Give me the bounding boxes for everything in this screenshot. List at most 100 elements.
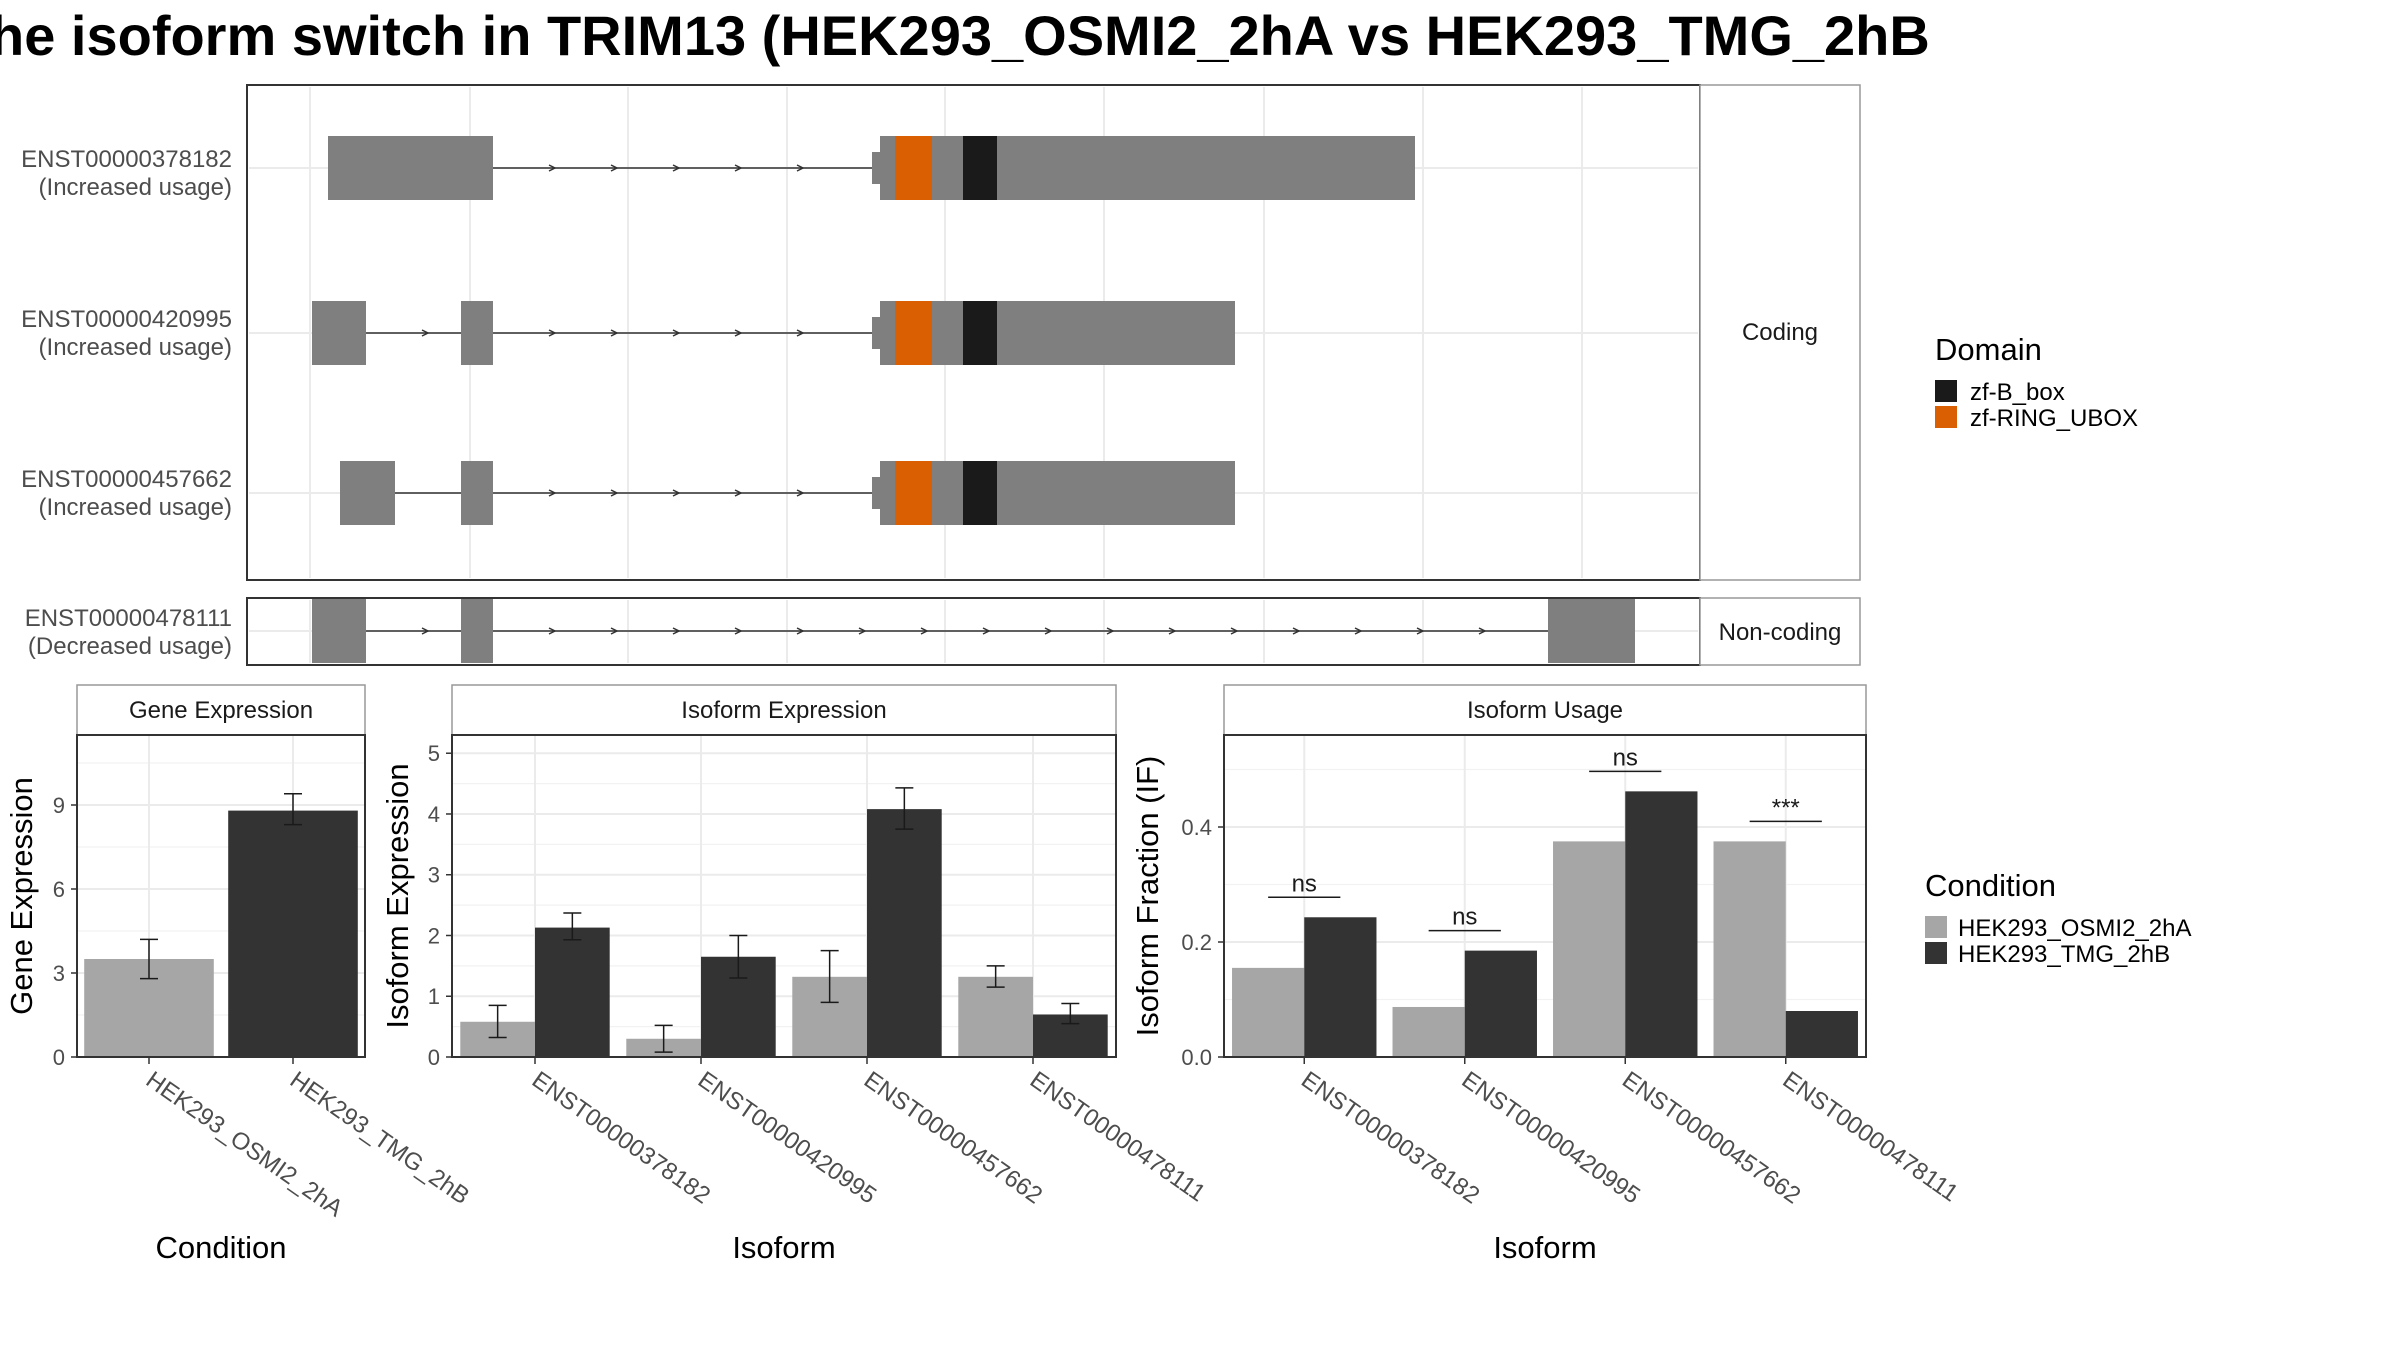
utr-segment <box>872 317 880 349</box>
bar <box>1553 841 1626 1057</box>
cds-segment <box>997 461 1090 525</box>
direction-arrow <box>734 329 743 337</box>
direction-arrow <box>796 489 805 497</box>
cds-segment <box>880 136 895 200</box>
panel-title: Isoform Expression <box>681 697 886 724</box>
direction-arrow <box>672 329 681 337</box>
x-tick-label: ENST00000457662 <box>859 1066 1047 1209</box>
legend-label-zf-b-box: zf-B_box <box>1970 379 2065 406</box>
transcript-id-label: ENST00000420995 <box>21 306 232 333</box>
isoform-usage-chart: Isoform Usage0.00.20.4nsnsns***ENST00000… <box>1130 684 1963 1265</box>
cds-segment <box>932 301 963 365</box>
direction-arrow <box>421 627 430 635</box>
gene-expression-chart: Gene Expression0369HEK293_OSMI2_2hAHEK29… <box>4 684 474 1265</box>
y-tick-label: 0 <box>428 1045 440 1070</box>
direction-arrow <box>548 164 557 172</box>
domain-zf-ring-ubox <box>895 301 932 365</box>
x-tick-label: ENST00000378182 <box>527 1066 715 1209</box>
y-tick-label: 3 <box>428 863 440 888</box>
direction-arrow <box>610 489 619 497</box>
utr-segment <box>1090 136 1415 200</box>
bar <box>1232 967 1305 1057</box>
direction-arrow <box>548 489 557 497</box>
panel-title: Gene Expression <box>129 697 313 724</box>
direction-arrow <box>858 627 867 635</box>
direction-arrow <box>672 627 681 635</box>
x-tick-label: ENST00000420995 <box>693 1066 881 1209</box>
direction-arrow <box>610 164 619 172</box>
cds-segment <box>880 461 895 525</box>
transcript-labels: ENST00000378182 (Increased usage) ENST00… <box>21 146 232 660</box>
bar <box>535 927 610 1057</box>
y-tick-label: 5 <box>428 741 440 766</box>
transcript-usage-label: (Increased usage) <box>39 494 232 521</box>
direction-arrow <box>1478 627 1487 635</box>
panel-border <box>451 734 1117 1058</box>
cds-segment <box>932 136 963 200</box>
figure-title: he isoform switch in TRIM13 (HEK293_OSMI… <box>0 4 1930 67</box>
x-tick-label: ENST00000478111 <box>1025 1066 1210 1207</box>
bar <box>1785 1011 1858 1057</box>
utr-segment <box>1090 461 1235 525</box>
domain-zf-ring-ubox <box>895 461 932 525</box>
significance-label: ns <box>1613 744 1638 771</box>
exon <box>340 461 395 525</box>
x-axis-title: Isoform <box>1493 1230 1596 1265</box>
exon <box>312 599 366 663</box>
utr-segment <box>872 152 880 184</box>
x-axis-title: Condition <box>156 1230 287 1265</box>
significance-label: ns <box>1452 904 1477 931</box>
cds-segment <box>932 461 963 525</box>
y-tick-label: 0 <box>53 1045 65 1070</box>
exon <box>461 461 493 525</box>
y-tick-label: 9 <box>53 793 65 818</box>
y-tick-label: 0.4 <box>1181 815 1212 840</box>
y-tick-label: 0.0 <box>1181 1045 1212 1070</box>
bar <box>1713 841 1786 1057</box>
transcript-usage-label: (Increased usage) <box>39 334 232 361</box>
direction-arrow <box>796 627 805 635</box>
direction-arrow <box>1292 627 1301 635</box>
cds-segment <box>997 136 1090 200</box>
condition-legend: Condition HEK293_OSMI2_2hA HEK293_TMG_2h… <box>1925 868 2191 968</box>
direction-arrow <box>1416 627 1425 635</box>
transcript-id-label: ENST00000378182 <box>21 146 232 173</box>
direction-arrow <box>610 627 619 635</box>
cds-segment <box>880 301 895 365</box>
panel-strip <box>451 684 1117 736</box>
x-axis-title: Isoform <box>732 1230 835 1265</box>
direction-arrow <box>982 627 991 635</box>
legend-swatch-cond-b <box>1925 942 1947 964</box>
bar <box>1304 917 1377 1057</box>
direction-arrow <box>610 329 619 337</box>
domain-zf-b-box <box>963 136 997 200</box>
legend-label-cond-a: HEK293_OSMI2_2hA <box>1958 915 2191 942</box>
bar <box>958 976 1033 1057</box>
domain-legend-title: Domain <box>1935 332 2042 367</box>
y-tick-label: 2 <box>428 923 440 948</box>
exon <box>1548 599 1635 663</box>
isoform-expression-chart: Isoform Expression012345ENST00000378182E… <box>380 684 1210 1265</box>
transcript-structures <box>312 136 1635 663</box>
direction-arrow <box>796 329 805 337</box>
y-tick-label: 1 <box>428 984 440 1009</box>
panel-border <box>76 734 366 1058</box>
y-tick-label: 6 <box>53 877 65 902</box>
bar <box>1392 1006 1465 1057</box>
y-tick-label: 0.2 <box>1181 930 1212 955</box>
transcript-id-label: ENST00000457662 <box>21 466 232 493</box>
condition-legend-title: Condition <box>1925 868 2056 903</box>
y-axis-title: Isoform Fraction (IF) <box>1130 756 1165 1037</box>
exon <box>461 301 493 365</box>
exon <box>461 599 493 663</box>
domain-zf-b-box <box>963 301 997 365</box>
cds-segment <box>997 301 1090 365</box>
domain-zf-b-box <box>963 461 997 525</box>
transcript-usage-label: (Increased usage) <box>39 174 232 201</box>
direction-arrow <box>548 627 557 635</box>
panel-title: Isoform Usage <box>1467 697 1623 724</box>
direction-arrow <box>548 329 557 337</box>
exon <box>328 136 493 200</box>
direction-arrow <box>1044 627 1053 635</box>
